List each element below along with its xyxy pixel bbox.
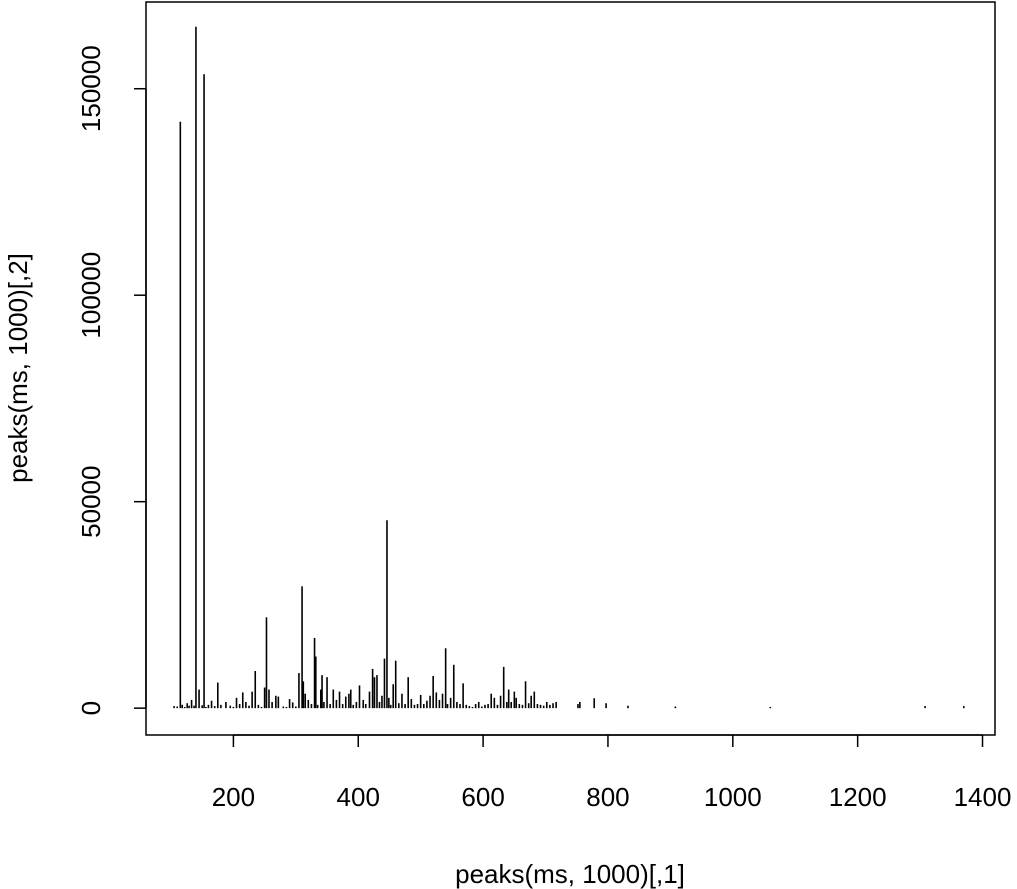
x-tick-label: 1000 [704,782,762,812]
y-tick-label: 150000 [76,45,106,132]
x-tick-label: 600 [461,782,504,812]
x-axis-title: peaks(ms, 1000)[,1] [455,859,685,889]
x-tick-label: 1400 [954,782,1012,812]
y-axis-title: peaks(ms, 1000)[,2] [3,253,33,483]
x-tick-label: 400 [337,782,380,812]
y-tick-label: 0 [76,701,106,715]
y-tick-label: 100000 [76,252,106,339]
x-tick-label: 200 [212,782,255,812]
x-tick-label: 800 [586,782,629,812]
y-tick-label: 50000 [76,466,106,538]
x-tick-label: 1200 [829,782,887,812]
bars-group [173,26,965,709]
y-axis: 0 50000 100000 150000 [76,45,147,715]
x-axis: 200 400 600 800 1000 1200 1400 [212,734,1012,812]
